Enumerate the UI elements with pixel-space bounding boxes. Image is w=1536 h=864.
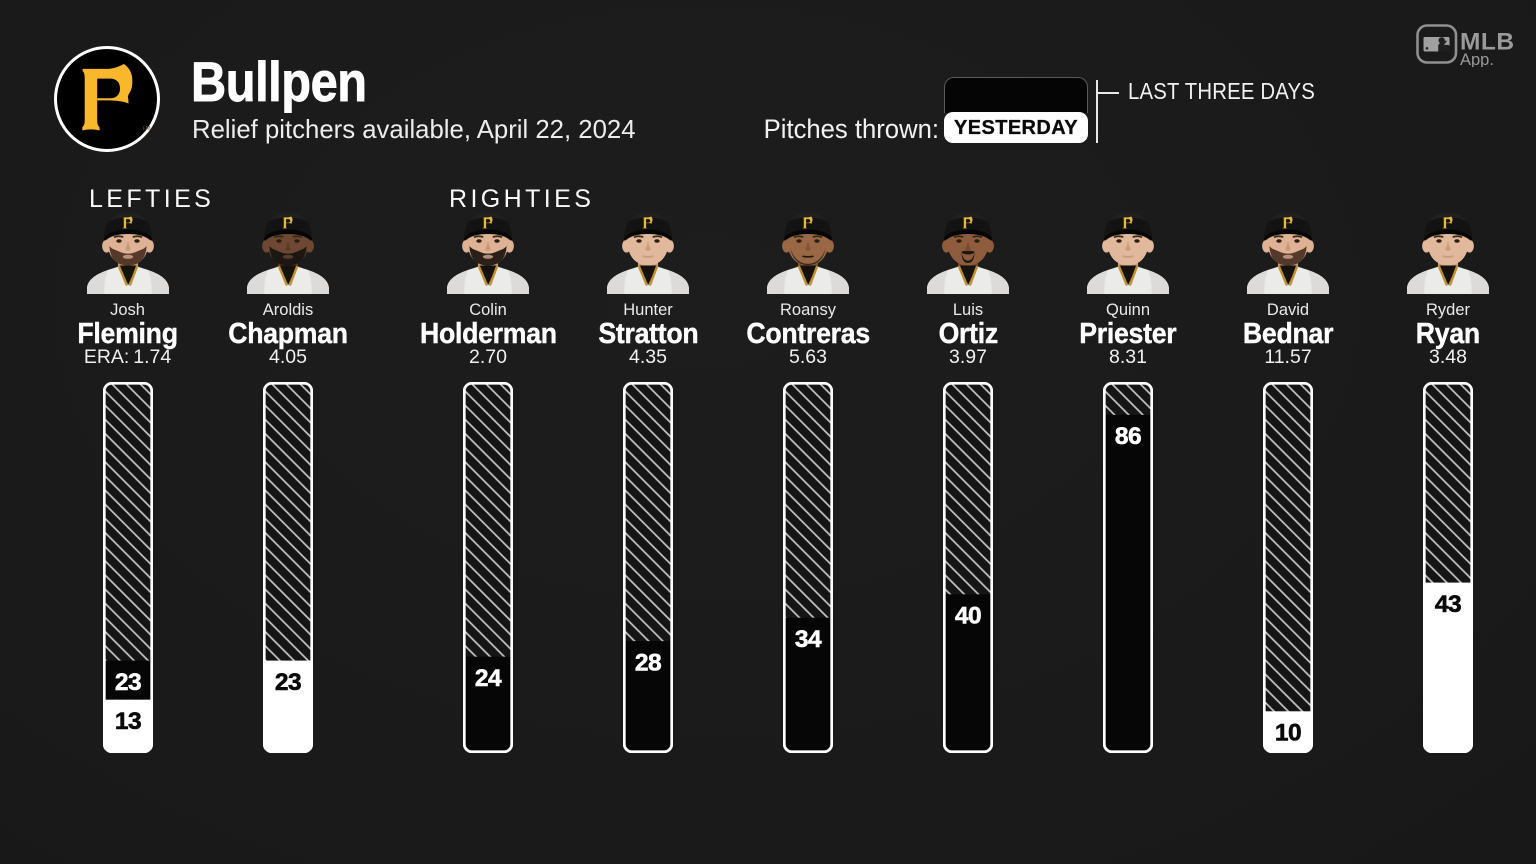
svg-text:MLB: MLB	[1460, 29, 1515, 56]
svg-text:10: 10	[1275, 720, 1301, 747]
svg-text:23: 23	[275, 669, 301, 696]
svg-text:43: 43	[1435, 591, 1461, 618]
svg-text:23: 23	[114, 669, 140, 696]
svg-text:24: 24	[475, 665, 502, 692]
svg-text:28: 28	[635, 649, 661, 676]
svg-text:34: 34	[795, 626, 822, 653]
svg-text:40: 40	[955, 603, 981, 630]
svg-text:13: 13	[114, 708, 140, 735]
svg-text:App.: App.	[1460, 51, 1494, 67]
svg-text:86: 86	[1115, 423, 1141, 450]
